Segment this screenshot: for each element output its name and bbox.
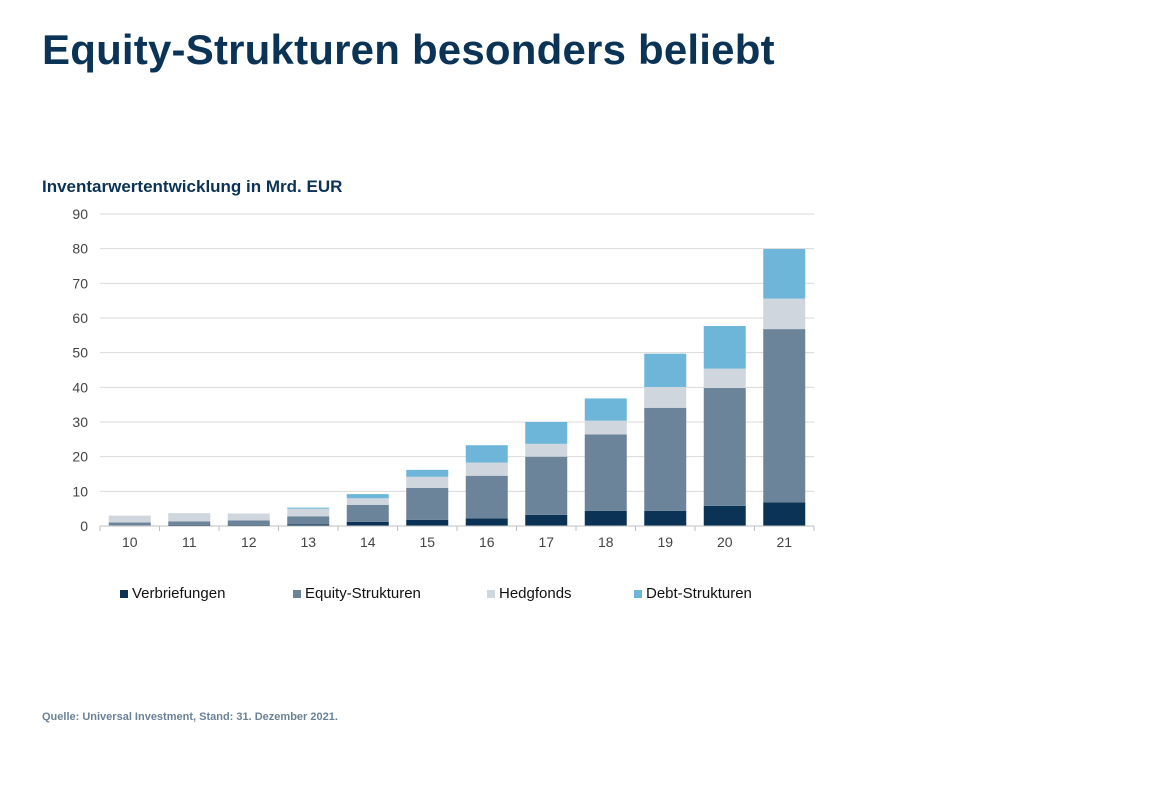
x-tick-label: 20 (717, 534, 733, 550)
source-note: Quelle: Universal Investment, Stand: 31.… (42, 711, 338, 723)
legend-item: Debt-Strukturen (634, 585, 784, 602)
bar-segment-hedgfonds (287, 508, 330, 517)
y-tick-label: 60 (72, 310, 88, 326)
bar-segment-hedgfonds (525, 443, 568, 457)
legend-swatch (120, 589, 128, 598)
bar-segment-equity-strukturen (406, 487, 449, 520)
bar-segment-equity-strukturen (644, 407, 687, 511)
bar-segment-verbriefungen (525, 514, 568, 526)
bar-segment-debt-strukturen (703, 325, 746, 369)
bar-segment-verbriefungen (703, 505, 746, 526)
bar-segment-equity-strukturen (346, 504, 389, 522)
bar-segment-debt-strukturen (763, 249, 806, 299)
x-tick-label: 18 (598, 534, 614, 550)
legend-swatch (634, 589, 642, 598)
bar-segment-verbriefungen (644, 510, 687, 526)
bar-segment-hedgfonds (644, 386, 687, 408)
x-tick-label: 10 (122, 534, 138, 550)
bars (108, 249, 806, 526)
legend-label: Hedgfonds (499, 585, 572, 602)
bar-segment-debt-strukturen (346, 494, 389, 499)
bar-segment-verbriefungen (168, 524, 211, 526)
x-tick-label: 21 (776, 534, 792, 550)
bar-segment-verbriefungen (465, 518, 508, 526)
bar-segment-debt-strukturen (465, 445, 508, 463)
bar-segment-equity-strukturen (287, 516, 330, 525)
bar-segment-debt-strukturen (287, 507, 330, 509)
x-tick-label: 15 (419, 534, 435, 550)
page-title: Equity-Strukturen besonders beliebt (42, 26, 775, 73)
y-tick-label: 50 (72, 345, 88, 361)
bar-segment-hedgfonds (168, 513, 211, 522)
y-tick-label: 80 (72, 241, 88, 257)
bar-segment-hedgfonds (108, 515, 151, 523)
bar-segment-debt-strukturen (406, 469, 449, 477)
bar-segment-verbriefungen (763, 502, 806, 526)
bar-segment-hedgfonds (703, 368, 746, 389)
y-tick-label: 70 (72, 275, 88, 291)
bar-segment-verbriefungen (346, 521, 389, 526)
y-tick-labels: 0 10 20 30 40 50 60 70 80 90 (72, 206, 88, 534)
y-tick-label: 30 (72, 414, 88, 430)
bar-segment-debt-strukturen (584, 398, 627, 421)
legend-label: Verbriefungen (132, 585, 226, 602)
legend: Verbriefungen Equity-Strukturen Hedgfonds D… (120, 585, 784, 602)
x-tick-label: 14 (360, 534, 376, 550)
x-tick-label: 11 (182, 534, 197, 550)
y-tick-label: 40 (72, 379, 88, 395)
bar-segment-equity-strukturen (703, 388, 746, 506)
legend-swatch (293, 589, 301, 598)
legend-label: Equity-Strukturen (305, 585, 421, 602)
y-tick-label: 20 (72, 449, 88, 465)
legend-item: Equity-Strukturen (293, 585, 487, 602)
bar-segment-hedgfonds (465, 462, 508, 476)
bar-segment-hedgfonds (584, 420, 627, 435)
y-tick-label: 10 (72, 483, 88, 499)
gridlines (100, 213, 814, 492)
x-tick-label: 13 (300, 534, 316, 550)
bar-segment-debt-strukturen (525, 422, 568, 444)
bar-segment-hedgfonds (227, 513, 270, 521)
axes (99, 525, 815, 531)
bar-segment-equity-strukturen (168, 521, 211, 525)
bar-segment-hedgfonds (763, 298, 806, 330)
bar-segment-equity-strukturen (525, 456, 568, 515)
bar-segment-verbriefungen (406, 519, 449, 526)
legend-item: Verbriefungen (120, 585, 293, 602)
y-tick-label: 90 (72, 206, 88, 222)
x-tick-labels: 10 11 12 13 14 15 16 17 18 19 20 21 (122, 534, 792, 550)
x-tick-label: 19 (657, 534, 673, 550)
bar-segment-hedgfonds (346, 498, 389, 505)
x-tick-label: 12 (241, 534, 257, 550)
y-tick-label: 0 (80, 518, 88, 534)
legend-label: Debt-Strukturen (646, 585, 752, 602)
bar-segment-equity-strukturen (763, 329, 806, 503)
x-tick-label: 17 (538, 534, 554, 550)
bar-segment-verbriefungen (227, 524, 270, 526)
legend-swatch (487, 589, 495, 598)
chart-title: Inventarwertentwicklung in Mrd. EUR (42, 177, 343, 196)
bar-segment-equity-strukturen (584, 434, 627, 511)
bar-segment-verbriefungen (287, 524, 330, 526)
legend-item: Hedgfonds (487, 585, 634, 602)
bar-segment-verbriefungen (584, 510, 627, 526)
x-tick-label: 16 (479, 534, 495, 550)
bar-segment-debt-strukturen (644, 353, 687, 387)
bar-segment-equity-strukturen (108, 522, 151, 526)
bar-segment-equity-strukturen (227, 520, 270, 525)
bar-segment-equity-strukturen (465, 475, 508, 519)
bar-segment-hedgfonds (406, 476, 449, 488)
